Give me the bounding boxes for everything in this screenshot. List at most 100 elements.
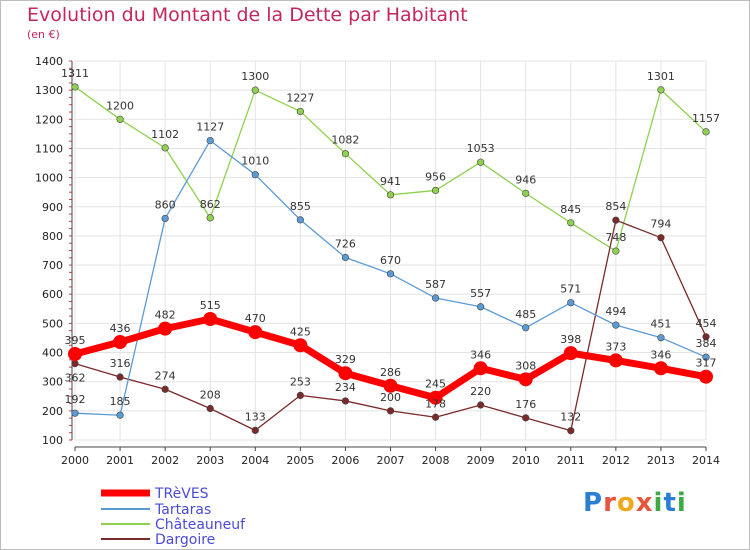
data-label: 234	[335, 381, 356, 394]
legend-item: Dargoire	[101, 532, 215, 548]
x-tick-label: 2009	[467, 454, 495, 467]
data-point	[522, 414, 530, 422]
x-tick-label: 2002	[151, 454, 179, 467]
legend-label: Tartaras	[154, 502, 211, 518]
x-tick-label: 2001	[106, 454, 134, 467]
data-label: 286	[380, 366, 401, 379]
data-label: 860	[155, 198, 176, 211]
data-label: 587	[425, 278, 446, 291]
data-point	[386, 191, 395, 199]
data-point	[431, 186, 440, 195]
data-point	[251, 426, 259, 434]
data-label: 362	[65, 372, 86, 385]
data-label: 956	[425, 170, 446, 183]
y-tick-label: 400	[42, 347, 63, 360]
logo-letter: t	[663, 488, 677, 518]
data-label: 571	[560, 283, 581, 296]
data-point	[657, 234, 665, 242]
data-point	[161, 385, 169, 393]
data-label: 1053	[467, 142, 495, 155]
proxiti-logo: Proxiti	[583, 488, 687, 518]
data-label: 494	[605, 305, 626, 318]
x-tick-label: 2004	[241, 454, 269, 467]
y-tick-label: 600	[42, 288, 63, 301]
data-label: 670	[380, 254, 401, 267]
data-point	[206, 214, 214, 222]
y-tick-label: 1400	[35, 55, 63, 68]
data-point	[296, 107, 304, 116]
data-label: 178	[425, 397, 446, 410]
data-label: 485	[515, 308, 536, 321]
data-label: 854	[605, 200, 626, 213]
y-tick-label: 100	[42, 434, 63, 447]
data-point	[653, 361, 668, 376]
data-point	[699, 369, 713, 384]
x-tick-label: 2010	[512, 454, 540, 467]
y-tick-label: 700	[42, 259, 63, 272]
legend-label: TRèVES	[154, 486, 209, 502]
y-tick-label: 1100	[35, 142, 63, 155]
data-point	[428, 390, 443, 405]
data-label: 245	[425, 378, 446, 391]
data-point	[116, 411, 124, 419]
data-label: 436	[110, 322, 131, 335]
data-label: 425	[290, 325, 311, 338]
data-point	[296, 216, 304, 224]
y-tick-label: 1200	[35, 113, 63, 126]
data-labels: 395 436 482 515 470 425 329 286 245 346 308 398 373 3…	[61, 67, 720, 424]
logo-letter: x	[635, 488, 654, 518]
data-label: 1082	[331, 134, 359, 147]
y-tick-label: 800	[42, 230, 63, 243]
data-label: 482	[155, 309, 176, 322]
logo-letter: r	[603, 488, 617, 518]
data-point	[341, 150, 350, 158]
data-label: 1157	[692, 112, 720, 125]
data-label: 1127	[196, 121, 224, 134]
data-label: 317	[696, 357, 717, 370]
data-label: 346	[650, 348, 671, 361]
data-point	[68, 346, 82, 361]
x-tick-label: 2000	[61, 454, 89, 467]
legend-label: Châteauneuf	[155, 517, 246, 533]
data-label: 329	[335, 353, 356, 366]
x-tick-label: 2013	[647, 454, 675, 467]
data-point	[206, 404, 214, 413]
data-label: 200	[380, 391, 401, 404]
data-point	[567, 219, 575, 227]
data-point	[563, 346, 578, 361]
data-label: 398	[560, 333, 581, 346]
data-label: 748	[605, 231, 626, 244]
data-point	[248, 325, 263, 340]
logo-letter: i	[653, 488, 664, 518]
data-point	[431, 294, 440, 302]
data-label: 192	[65, 393, 86, 406]
data-label: 557	[470, 287, 491, 300]
data-point	[206, 136, 214, 145]
data-point	[296, 391, 304, 399]
data-point	[71, 83, 79, 91]
data-label: 1311	[61, 67, 89, 80]
data-label: 1010	[241, 155, 269, 168]
chart-unit: (en €)	[27, 28, 60, 41]
legend-label: Dargoire	[155, 532, 215, 548]
data-label: 208	[200, 389, 221, 402]
x-tick-label: 2008	[422, 454, 450, 467]
data-point	[251, 86, 259, 94]
data-point	[567, 299, 575, 307]
data-point	[293, 338, 308, 353]
data-point	[702, 353, 710, 361]
data-point	[161, 144, 169, 152]
data-label: 346	[470, 348, 491, 361]
x-tick-label: 2006	[331, 454, 359, 467]
data-label: 308	[515, 359, 536, 372]
data-label: 726	[335, 237, 356, 250]
data-label: 185	[110, 395, 131, 408]
data-point	[158, 321, 173, 336]
logo-letter: P	[583, 488, 604, 518]
data-label: 316	[110, 357, 131, 370]
logo-letter: i	[676, 488, 687, 518]
data-point	[341, 253, 350, 262]
data-point	[612, 247, 620, 255]
